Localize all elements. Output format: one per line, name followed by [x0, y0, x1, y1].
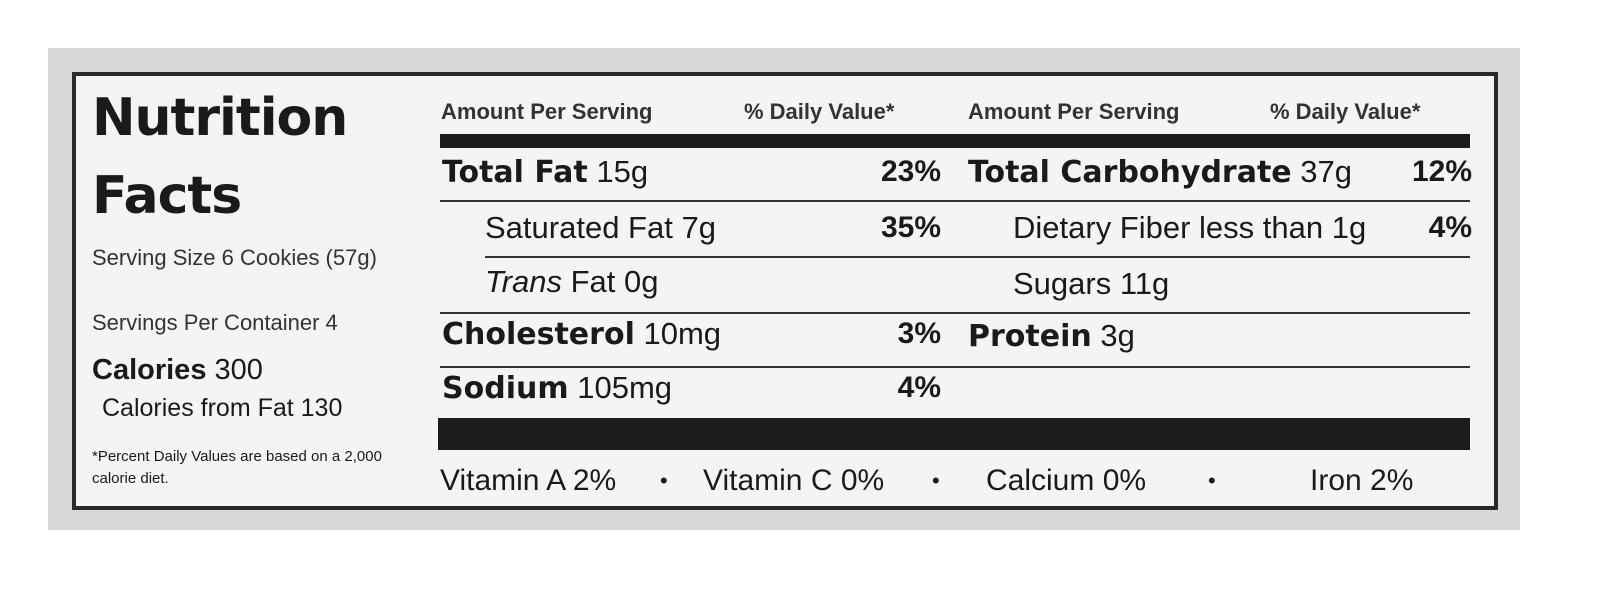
nutrient-amount: 37g	[1300, 154, 1353, 189]
daily-value: 4%	[897, 371, 941, 404]
nutrient-name-italic: Trans	[485, 264, 562, 299]
nutrient-amount: 1g	[1331, 210, 1367, 245]
thick-rule	[438, 418, 1470, 450]
rule	[440, 200, 1470, 202]
rule	[440, 312, 1470, 314]
nutrient-name: Protein	[968, 319, 1092, 354]
vitamin: Vitamin A 2%	[440, 464, 617, 497]
nutrient-name: Sugars	[1013, 266, 1112, 301]
calories-label: Calories	[92, 354, 207, 386]
nutrient: Dietary Fiber less than 1g	[1013, 212, 1366, 243]
vitamin: Calcium 0%	[986, 464, 1147, 497]
bullet: •	[660, 468, 668, 493]
bullet: •	[1208, 468, 1216, 493]
daily-value: 3%	[897, 317, 941, 350]
dv-header: % Daily Value*	[744, 99, 895, 124]
nutrient-amount: 11g	[1119, 266, 1170, 301]
nutrient-name: Total Carbohydrate	[968, 155, 1292, 190]
daily-value: 4%	[1428, 211, 1472, 244]
nutrient-name: Cholesterol	[442, 317, 635, 352]
daily-value: 12%	[1411, 155, 1472, 188]
nutrient: Total Fat 15g	[442, 156, 648, 188]
nutrient-amount: 105mg	[577, 370, 673, 405]
nutrient: Protein 3g	[968, 320, 1135, 352]
daily-value: 35%	[880, 211, 941, 244]
title: Nutrition	[92, 88, 348, 148]
nutrient-amount: 15g	[596, 154, 649, 189]
nutrient-amount: 10mg	[643, 316, 722, 351]
nutrient: Cholesterol 10mg	[442, 318, 721, 350]
amount-header: Amount Per Serving	[441, 99, 653, 124]
nutrient: Sugars 11g	[1013, 268, 1169, 299]
calories-amount: 300	[214, 354, 263, 386]
footnote: *Percent Daily Values are based on a 2,0…	[92, 448, 382, 487]
vitamin: Iron 2%	[1310, 464, 1414, 497]
nutrient-amount: 7g	[681, 210, 716, 245]
nutrient: Total Carbohydrate 37g	[968, 156, 1352, 188]
nutrient-amount: 0g	[624, 264, 659, 299]
nutrient-name: Fat	[570, 264, 616, 299]
nutrient-name: Dietary Fiber less than	[1013, 210, 1324, 245]
daily-value: 23%	[880, 155, 941, 188]
rule	[485, 256, 1470, 258]
nutrient: Saturated Fat 7g	[485, 212, 716, 243]
serving-size: Serving Size 6 Cookies (57g)	[92, 245, 377, 270]
thick-rule	[440, 134, 1470, 148]
nutrient-name: Saturated Fat	[485, 210, 673, 245]
calories-from-fat: Calories from Fat 130	[102, 394, 343, 422]
vitamin: Vitamin C 0%	[703, 464, 885, 497]
dv-header: % Daily Value*	[1270, 99, 1421, 124]
calories: Calories 300	[92, 356, 263, 385]
rule	[440, 366, 1470, 368]
servings-per-container: Servings Per Container 4	[92, 310, 338, 335]
nutrient: Sodium 105mg	[442, 372, 672, 404]
nutrient-name: Total Fat	[442, 155, 588, 190]
amount-header: Amount Per Serving	[968, 99, 1180, 124]
title: Facts	[92, 166, 242, 226]
bullet: •	[932, 468, 940, 493]
nutrient: Trans Fat 0g	[485, 266, 658, 297]
nutrient-name: Sodium	[442, 371, 569, 406]
nutrient-amount: 3g	[1100, 318, 1135, 353]
